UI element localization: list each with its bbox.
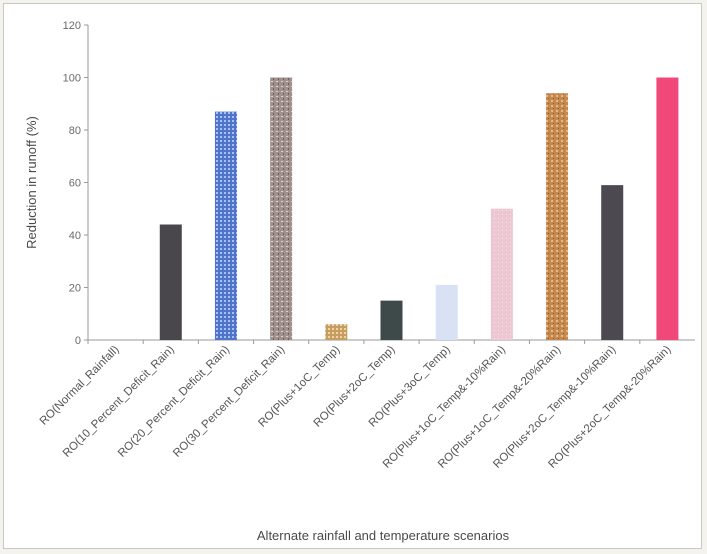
x-category-label: RO(30_Percent_Deficit_Rain)	[171, 344, 287, 460]
y-tick-label: 40	[69, 230, 81, 242]
x-category-label: RO(Plus+2oC_Temp&-10%Rain)	[491, 344, 618, 471]
bar	[546, 93, 569, 340]
bar	[490, 208, 513, 340]
y-axis-title: Reduction in runoff (%)	[24, 116, 39, 249]
y-tick-label: 100	[63, 73, 81, 85]
x-category-label: RO(Plus+1oC_Temp&-10%Rain)	[381, 344, 508, 471]
bar	[270, 77, 293, 340]
bar	[159, 224, 182, 340]
bar	[656, 77, 679, 340]
chart-frame	[3, 3, 702, 549]
y-tick-label: 60	[69, 178, 81, 190]
bar	[601, 185, 624, 340]
x-axis-title: Alternate rainfall and temperature scena…	[257, 528, 510, 543]
y-tick-label: 80	[69, 125, 81, 137]
x-category-label: RO(20_Percent_Deficit_Rain)	[116, 344, 232, 460]
x-category-label: RO(Plus+2oC_Temp&-20%Rain)	[546, 344, 673, 471]
bar	[380, 300, 403, 340]
y-tick-label: 120	[63, 20, 81, 32]
bar	[325, 324, 348, 340]
x-category-label: RO(10_Percent_Deficit_Rain)	[61, 344, 177, 460]
y-tick-label: 0	[75, 335, 81, 347]
y-tick-label: 20	[69, 283, 81, 295]
x-category-label: RO(Plus+1oC_Temp&-20%Rain)	[436, 344, 563, 471]
bars	[159, 77, 679, 340]
bar	[214, 111, 237, 340]
labels: 020406080100120RO(Normal_Rainfall)RO(10_…	[24, 20, 674, 543]
bar	[435, 284, 458, 340]
